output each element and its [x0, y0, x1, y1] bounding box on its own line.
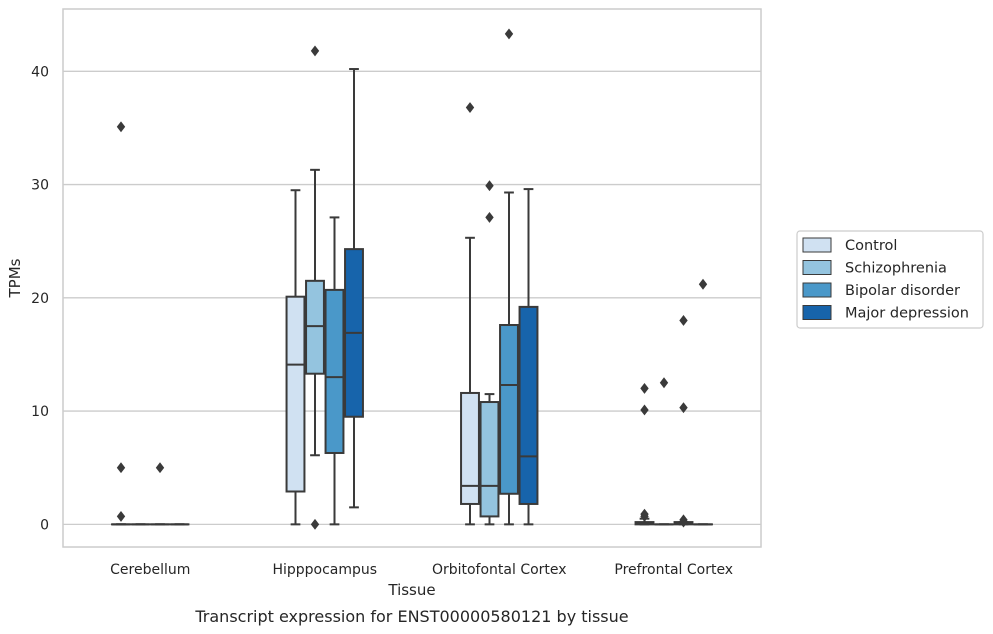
- box-body: [460, 391, 480, 505]
- outlier-point: [485, 211, 494, 223]
- outlier-point: [679, 315, 688, 326]
- outlier-point: [640, 382, 649, 394]
- box-major-depression-3: [693, 278, 713, 526]
- x-axis-title: Tissue: [387, 581, 435, 599]
- y-tick-label: 0: [40, 517, 49, 533]
- legend-label: Major depression: [845, 306, 969, 322]
- outlier-point: [116, 462, 126, 474]
- outlier-point: [465, 102, 475, 113]
- box-bipolar-disorder-1: [324, 216, 345, 526]
- legend-label: Schizophrenia: [845, 261, 947, 277]
- box-major-depression-1: [344, 68, 364, 509]
- box-bipolar-disorder-0: [150, 462, 170, 526]
- box-body: [499, 324, 519, 495]
- outlier-point: [698, 278, 708, 290]
- outlier-point: [640, 404, 649, 416]
- outlier-point: [679, 516, 688, 528]
- y-tick-label: 40: [31, 64, 49, 80]
- outlier-point: [659, 377, 669, 389]
- outlier-point: [310, 518, 320, 530]
- outlier-point: [310, 45, 320, 57]
- box-body: [305, 279, 325, 375]
- x-tick-label: Cerebellum: [110, 562, 190, 578]
- box-major-depression-2: [518, 188, 539, 526]
- legend-swatch: [802, 305, 832, 320]
- box-bipolar-disorder-3: [673, 315, 694, 528]
- gridlines: [63, 70, 761, 525]
- legend-swatch: [802, 260, 832, 275]
- x-tick-label: Hipppocampus: [272, 562, 377, 578]
- legend-label: Control: [845, 238, 897, 254]
- x-tick-label: Orbitofontal Cortex: [432, 562, 567, 578]
- box-schizophrenia-2: [479, 180, 500, 526]
- box-schizophrenia-3: [654, 377, 674, 526]
- box-body: [324, 288, 345, 454]
- y-tick-labels: 0 10 20 30 40: [31, 64, 49, 533]
- y-tick-label: 20: [31, 291, 49, 307]
- chart-caption: Transcript expression for ENST0000058012…: [194, 607, 628, 626]
- box-control-0: [111, 121, 131, 526]
- y-tick-label: 10: [31, 404, 49, 420]
- box-body: [479, 401, 500, 518]
- outlier-point: [679, 402, 688, 414]
- legend-frame: [796, 230, 984, 329]
- box-control-1: [285, 189, 306, 526]
- box-schizophrenia-1: [305, 45, 325, 530]
- box-bipolar-disorder-2: [499, 28, 519, 526]
- y-tick-label: 30: [31, 178, 49, 194]
- legend: Control Schizophrenia Bipolar disorder Majo…: [796, 230, 984, 329]
- legend-swatch: [802, 237, 832, 253]
- box-control-3: [634, 382, 655, 526]
- box-body: [518, 305, 539, 505]
- box-plots: [111, 28, 713, 530]
- plot-frame: [62, 8, 762, 548]
- outlier-point: [504, 28, 514, 40]
- legend-label: Bipolar disorder: [845, 283, 960, 299]
- x-tick-labels: Cerebellum Hipppocampus Orbitofontal Corte…: [110, 562, 733, 578]
- box-body: [285, 295, 306, 493]
- outlier-point: [485, 180, 494, 192]
- y-axis-title: TPMs: [6, 258, 24, 298]
- outlier-point: [116, 121, 126, 133]
- outlier-point: [640, 510, 649, 522]
- x-tick-label: Prefrontal Cortex: [614, 562, 733, 578]
- box-control-2: [460, 102, 480, 526]
- outlier-point: [116, 510, 126, 522]
- outlier-point: [155, 462, 165, 474]
- legend-swatch: [802, 282, 832, 298]
